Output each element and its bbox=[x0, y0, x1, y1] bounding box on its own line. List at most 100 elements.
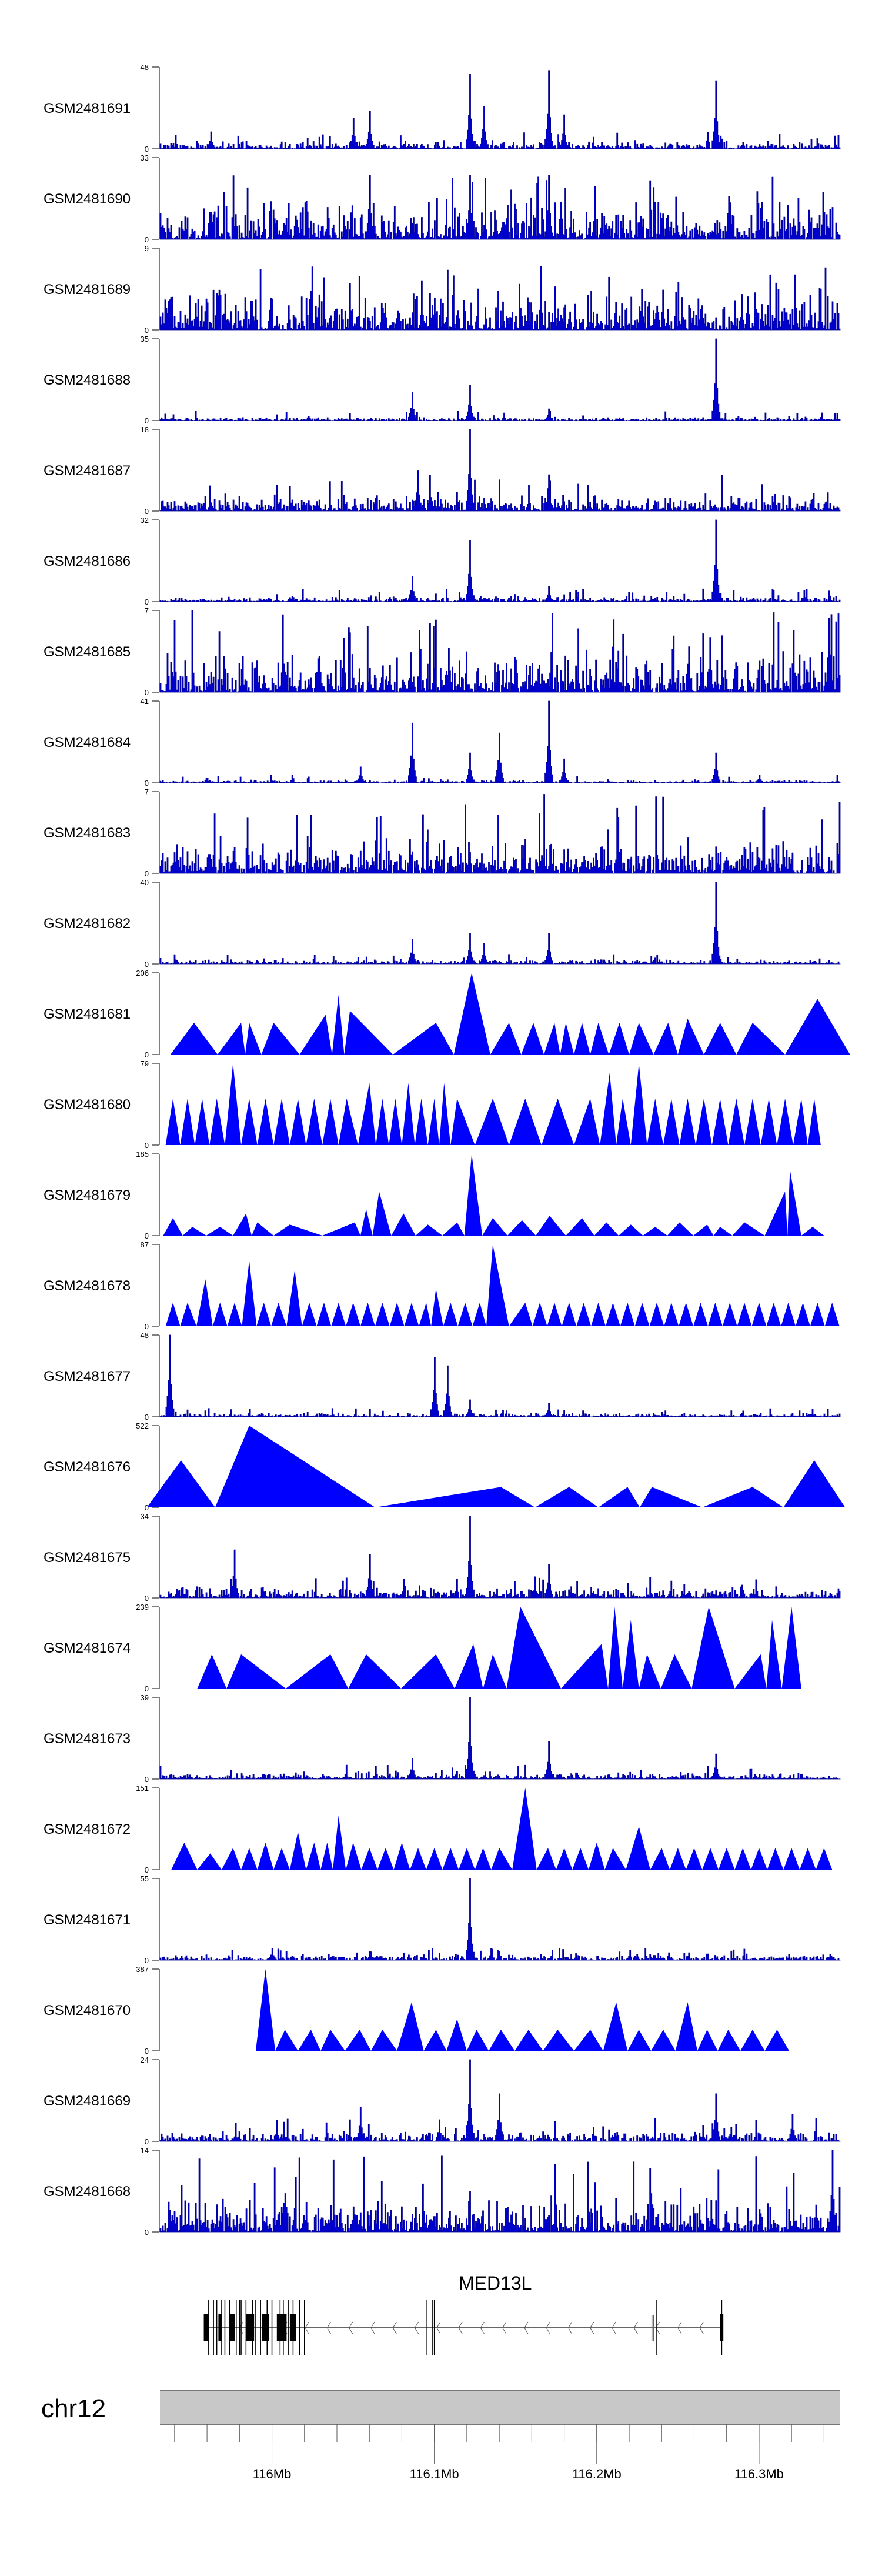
signal-area bbox=[159, 1878, 841, 1961]
y-zero-label: 0 bbox=[145, 1775, 149, 1784]
y-zero-label: 0 bbox=[145, 779, 149, 788]
peak-triangle bbox=[667, 1222, 694, 1236]
peak-triangle bbox=[711, 1098, 729, 1145]
track-label: GSM2481680 bbox=[44, 1097, 131, 1113]
y-zero-label: 0 bbox=[145, 1956, 149, 1965]
gene-track: MED13L bbox=[203, 2273, 724, 2355]
track-label: GSM2481674 bbox=[44, 1640, 131, 1656]
peak-triangle bbox=[197, 1654, 227, 1689]
peak-triangle bbox=[171, 1842, 198, 1870]
track-label: GSM2481671 bbox=[44, 1912, 131, 1928]
strand-arrow-icon bbox=[414, 2321, 419, 2334]
track-GSM2481668: GSM2481668 14 0 bbox=[44, 2146, 841, 2237]
peak-triangle bbox=[764, 2030, 790, 2051]
peak-triangle bbox=[233, 1213, 252, 1236]
peak-triangle bbox=[271, 1303, 287, 1326]
peak-triangle bbox=[360, 1303, 375, 1326]
peak-triangle bbox=[273, 1848, 290, 1870]
signal-area bbox=[159, 175, 841, 240]
y-max-label: 7 bbox=[145, 788, 149, 796]
track-GSM2481687: GSM2481687 18 0 bbox=[44, 425, 841, 516]
peak-triangle bbox=[466, 2030, 489, 2051]
track-GSM2481677: GSM2481677 48 0 bbox=[44, 1331, 841, 1422]
peak-triangle bbox=[713, 1226, 733, 1236]
peak-triangle bbox=[227, 1303, 242, 1326]
peak-triangle bbox=[332, 995, 345, 1055]
peak-triangle bbox=[718, 1848, 735, 1870]
strand-arrow-icon bbox=[567, 2321, 572, 2334]
peak-triangle bbox=[534, 1487, 599, 1507]
peak-triangle bbox=[196, 1279, 213, 1326]
peak-triangle bbox=[298, 2030, 321, 2051]
peak-triangle bbox=[514, 2030, 543, 2051]
peak-triangle bbox=[781, 1303, 796, 1326]
peak-triangle bbox=[273, 1098, 290, 1145]
y-zero-label: 0 bbox=[145, 235, 149, 244]
peak-triangle bbox=[647, 1098, 664, 1145]
peak-triangle bbox=[401, 1654, 455, 1689]
exon-box bbox=[289, 2314, 296, 2341]
peak-triangle bbox=[489, 2030, 515, 2051]
peak-triangle bbox=[431, 1289, 443, 1326]
signal-tracks: GSM2481691480GSM2481690330GSM248168990GS… bbox=[44, 63, 850, 2237]
peak-triangle bbox=[453, 973, 490, 1055]
peak-triangle bbox=[464, 1154, 483, 1236]
track-label: GSM2481681 bbox=[44, 1006, 131, 1022]
peak-triangle bbox=[734, 1848, 751, 1870]
peak-triangle bbox=[574, 1098, 600, 1145]
track-GSM2481680: GSM2481680 79 0 bbox=[44, 1059, 821, 1150]
peak-triangle bbox=[486, 1244, 509, 1326]
track-label: GSM2481684 bbox=[44, 735, 131, 750]
peak-triangle bbox=[608, 1607, 623, 1689]
peak-triangle bbox=[402, 1083, 415, 1145]
y-max-label: 387 bbox=[136, 1965, 149, 1974]
peak-triangle bbox=[215, 1426, 375, 1507]
track-label: GSM2481688 bbox=[44, 372, 131, 388]
peak-triangle bbox=[616, 1098, 631, 1145]
gene-label: MED13L bbox=[459, 2273, 532, 2294]
peak-triangle bbox=[182, 1226, 206, 1236]
peak-triangle bbox=[344, 1010, 393, 1055]
y-max-label: 239 bbox=[136, 1603, 149, 1611]
peak-triangle bbox=[206, 1226, 233, 1236]
track-label: GSM2481689 bbox=[44, 282, 131, 298]
peak-triangle bbox=[389, 1303, 405, 1326]
peak-triangle bbox=[333, 1815, 346, 1870]
peak-triangle bbox=[686, 1848, 703, 1870]
track-label: GSM2481683 bbox=[44, 825, 131, 841]
y-zero-label: 0 bbox=[145, 1684, 149, 1693]
peak-triangle bbox=[566, 1217, 594, 1236]
peak-triangle bbox=[242, 1260, 257, 1326]
signal-area bbox=[159, 700, 841, 783]
peak-triangle bbox=[491, 1848, 513, 1870]
peak-triangle bbox=[734, 1654, 767, 1689]
track-label: GSM2481686 bbox=[44, 553, 131, 569]
y-zero-label: 0 bbox=[145, 1141, 149, 1150]
y-max-label: 18 bbox=[141, 425, 149, 434]
peak-triangle bbox=[261, 1023, 300, 1055]
track-label: GSM2481676 bbox=[44, 1459, 131, 1475]
track-GSM2481682: GSM2481682 40 0 bbox=[44, 878, 841, 969]
peak-triangle bbox=[693, 1303, 708, 1326]
strand-arrow-icon bbox=[458, 2321, 463, 2334]
peak-triangle bbox=[787, 1169, 801, 1236]
strand-arrow-icon bbox=[480, 2321, 485, 2334]
y-max-label: 24 bbox=[141, 2056, 149, 2064]
peak-triangle bbox=[370, 2030, 397, 2051]
axis-tick-label: 116Mb bbox=[253, 2467, 292, 2481]
track-GSM2481691: GSM2481691 48 0 bbox=[44, 63, 841, 154]
peak-triangle bbox=[766, 1620, 782, 1689]
peak-triangle bbox=[375, 1303, 390, 1326]
axis-tick-label: 116.1Mb bbox=[410, 2467, 459, 2481]
peak-triangle bbox=[241, 1098, 258, 1145]
peak-triangle bbox=[605, 1303, 620, 1326]
y-zero-label: 0 bbox=[145, 326, 149, 335]
peak-triangle bbox=[651, 2030, 676, 2051]
peak-triangle bbox=[532, 1303, 547, 1326]
peak-triangle bbox=[536, 1216, 566, 1236]
peak-triangle bbox=[691, 1607, 735, 1689]
peak-triangle bbox=[547, 1303, 562, 1326]
peak-triangle bbox=[653, 1023, 678, 1055]
peak-triangle bbox=[693, 1224, 714, 1236]
signal-area bbox=[159, 1697, 841, 1780]
